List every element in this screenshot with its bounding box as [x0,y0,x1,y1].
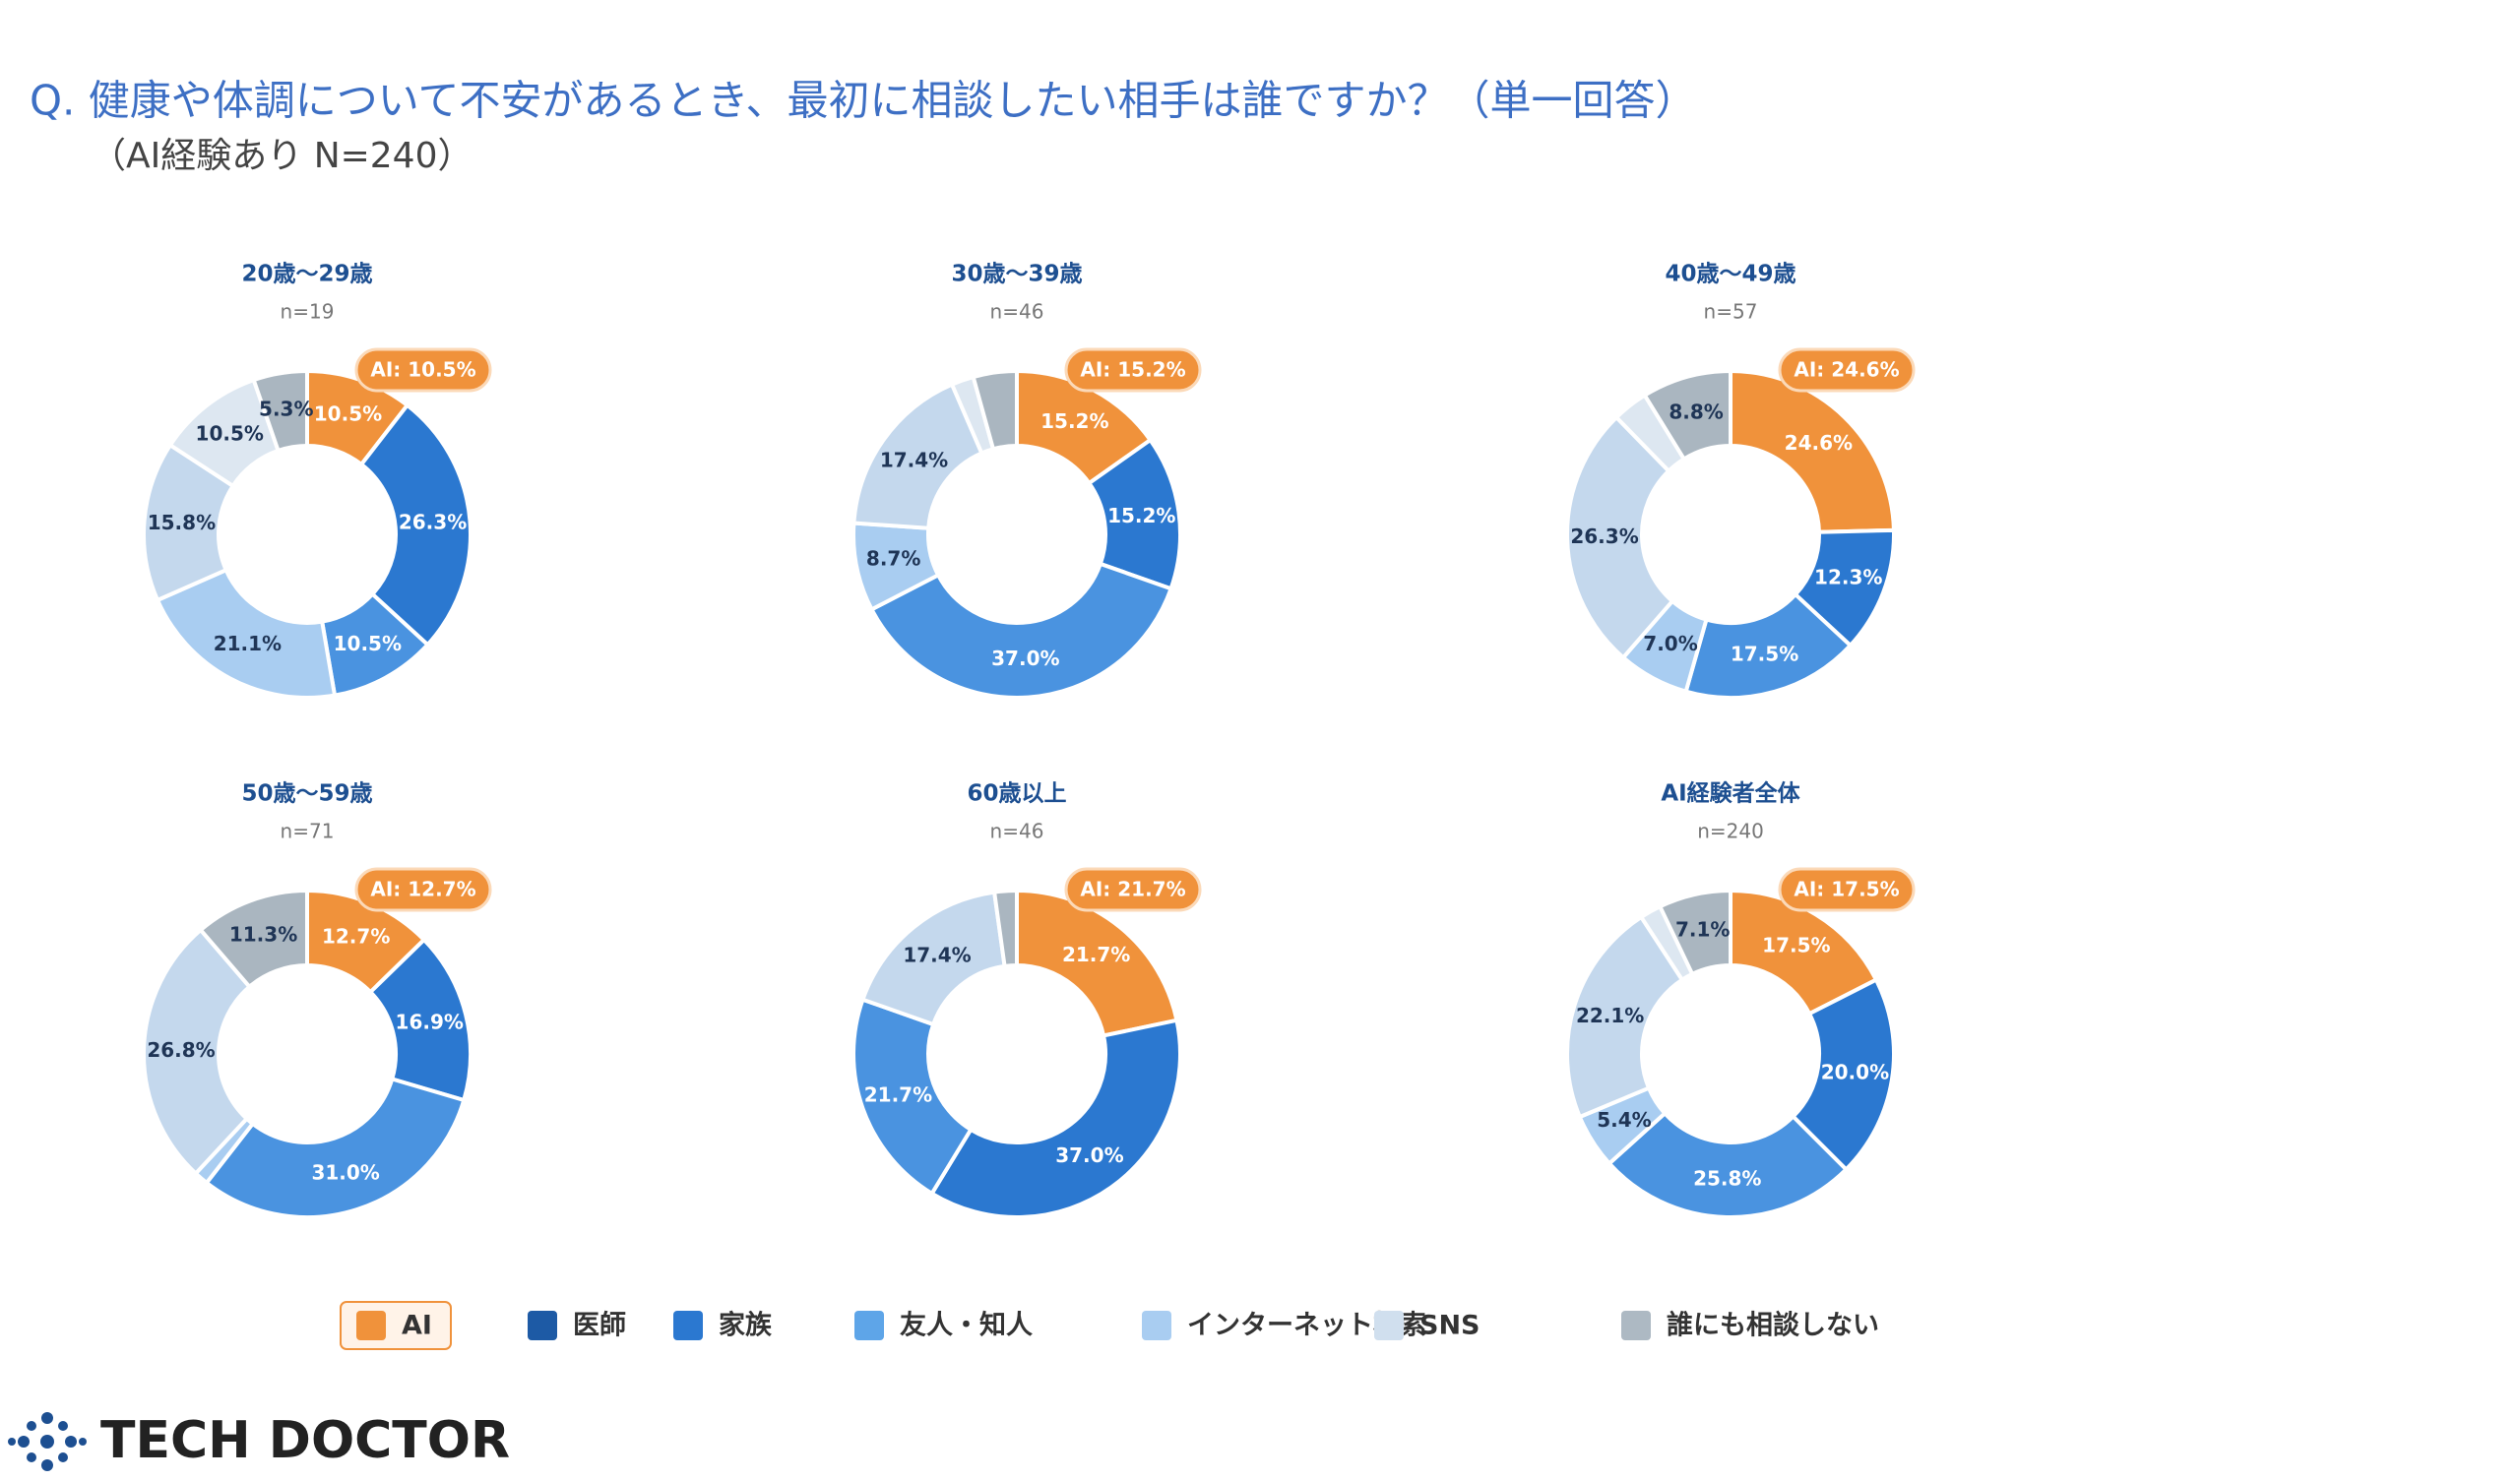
ai-badge-text: AI: 12.7% [370,878,475,901]
slice [1565,414,1675,661]
value-label: 24.6% [1785,431,1853,455]
chart-subtitle: n=46 [990,820,1044,843]
value-label: 12.7% [322,925,390,949]
legend-label: 誰にも相談しない [1667,1310,1879,1341]
slice [851,997,974,1197]
slice [1657,888,1732,977]
value-label: 15.8% [148,511,216,534]
slice [358,402,472,648]
chart-title: 20歳～29歳 [241,262,372,287]
legend-label: 家族 [719,1310,773,1341]
chart-title: 30歳～39歳 [951,262,1082,287]
value-label: 25.8% [1693,1166,1761,1190]
value-label: 26.3% [399,511,467,534]
legend-label: 医師 [573,1311,626,1341]
value-label: 8.7% [866,546,920,570]
chart-title: 60歳以上 [967,781,1066,807]
legend-swatch [854,1311,884,1340]
legend-swatch [1374,1311,1404,1340]
slice [198,888,309,990]
ai-badge [354,347,492,393]
value-label: 20.0% [1821,1061,1889,1084]
value-label: 21.7% [1062,943,1130,966]
ai-badge [1778,867,1916,912]
legend-label: SNS [1419,1311,1480,1341]
chart-subtitle: n=240 [1697,820,1764,843]
chart-subtitle: n=46 [990,300,1044,324]
value-label: 26.8% [147,1038,215,1062]
slice [1642,368,1732,463]
slice [868,561,1174,701]
chart-title: AI経験者全体 [1661,780,1800,807]
slice [971,368,1019,452]
legend-swatch [356,1311,386,1340]
chart-subtitle: n=57 [1704,300,1758,324]
value-label: 21.7% [864,1082,932,1106]
legend-label: AI [402,1311,432,1341]
value-label: 15.2% [1107,504,1175,527]
chart-subtitle: n=19 [281,300,335,324]
chart-title: 40歳～49歳 [1665,262,1796,287]
value-label: 22.1% [1576,1004,1644,1027]
slice [991,888,1019,969]
value-label: 10.5% [334,632,402,655]
value-label: 37.0% [1055,1143,1123,1167]
ai-badge [1778,347,1916,393]
slice [1683,591,1854,700]
slice [204,1077,467,1219]
value-label: 26.3% [1570,525,1638,548]
chart-title: 50歳～59歳 [241,781,372,807]
value-label: 7.1% [1675,918,1730,942]
legend-swatch [1621,1311,1651,1340]
slice [155,567,338,700]
slice [1606,1110,1850,1219]
value-label: 16.9% [396,1011,464,1034]
ai-badge-text: AI: 24.6% [1794,358,1899,382]
legend-label: 友人・知人 [900,1311,1033,1341]
legend-swatch [528,1311,557,1340]
ai-badge [1064,867,1202,912]
value-label: 17.5% [1762,933,1830,956]
value-label: 21.1% [214,632,282,655]
slice [928,1018,1182,1219]
value-label: 15.2% [1040,409,1108,433]
value-label: 17.4% [903,943,971,966]
value-label: 10.5% [314,401,382,425]
ai-badge [1064,347,1202,393]
value-label: 37.0% [991,647,1059,670]
value-label: 17.4% [880,449,948,472]
ai-badge-text: AI: 15.2% [1080,358,1185,382]
value-label: 5.3% [259,397,313,420]
question-title: Q. 健康や体調について不安があるとき、最初に相談したい相手は誰ですか？（単一回… [30,77,1697,125]
slice [142,927,253,1177]
legend-swatch [1142,1311,1171,1340]
ai-badge-text: AI: 10.5% [370,358,475,382]
value-label: 17.5% [1731,643,1798,666]
value-label: 8.8% [1669,400,1723,423]
legend-swatch [673,1311,703,1340]
value-label: 12.3% [1814,566,1882,589]
value-label: 31.0% [311,1160,379,1184]
ai-badge [354,867,492,912]
slice [251,368,309,454]
slice [1790,976,1896,1173]
value-label: 10.5% [196,422,264,446]
value-label: 7.0% [1643,632,1697,655]
question-subtitle: （AI経験あり N=240） [91,136,473,176]
value-label: 5.4% [1597,1108,1651,1132]
chart-subtitle: n=71 [281,820,335,843]
logo-icon [8,1412,87,1471]
slice [1565,914,1685,1120]
ai-badge-text: AI: 17.5% [1794,878,1899,901]
logo-text: TECH DOCTOR [100,1411,510,1470]
value-label: 11.3% [229,922,297,946]
ai-badge-text: AI: 21.7% [1080,878,1185,901]
